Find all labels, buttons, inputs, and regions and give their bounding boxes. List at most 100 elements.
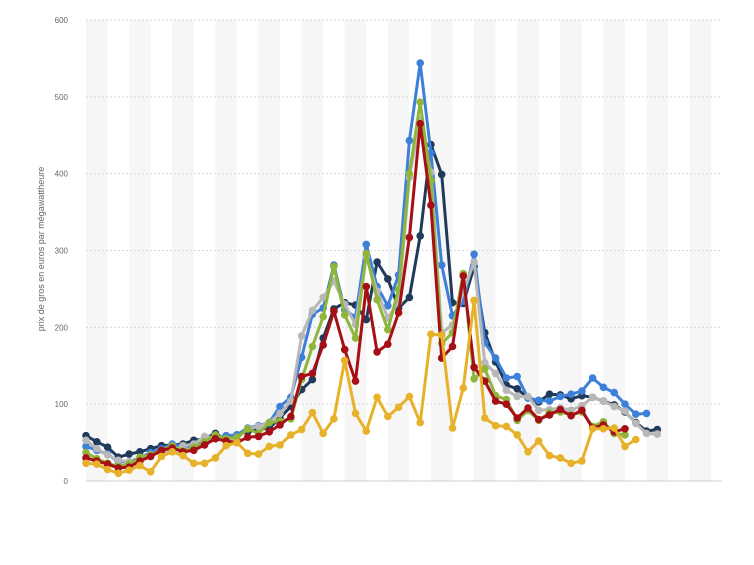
data-point[interactable] [373,295,381,304]
data-point[interactable] [621,442,629,451]
data-point[interactable] [146,468,155,476]
data-point[interactable] [416,418,425,427]
data-point[interactable] [578,387,586,395]
data-point[interactable] [308,306,317,315]
data-point[interactable] [437,331,446,339]
data-point[interactable] [265,418,274,427]
data-point[interactable] [265,442,274,451]
data-point[interactable] [179,451,187,460]
data-point[interactable] [330,415,338,423]
data-point[interactable] [362,282,371,291]
data-point[interactable] [556,392,565,401]
data-point[interactable] [103,451,112,459]
data-point[interactable] [578,406,586,415]
data-point[interactable] [556,405,565,414]
data-point[interactable] [157,452,166,461]
data-point[interactable] [146,452,155,461]
data-point[interactable] [427,149,435,157]
data-point[interactable] [405,169,414,178]
data-point[interactable] [82,459,90,468]
data-point[interactable] [308,375,317,384]
data-point[interactable] [157,446,166,455]
data-point[interactable] [534,396,543,405]
data-point[interactable] [534,406,543,415]
data-point[interactable] [491,421,500,430]
data-point[interactable] [233,438,241,447]
data-point[interactable] [459,272,468,280]
data-point[interactable] [621,400,629,409]
data-point[interactable] [405,293,414,302]
data-point[interactable] [470,363,478,372]
data-point[interactable] [534,437,543,445]
data-point[interactable] [545,390,554,399]
data-point[interactable] [351,334,360,342]
data-point[interactable] [373,393,381,402]
data-point[interactable] [556,454,565,462]
data-point[interactable] [513,414,521,422]
data-point[interactable] [567,411,575,420]
data-point[interactable] [437,170,446,179]
data-point[interactable] [136,461,144,470]
data-point[interactable] [470,296,478,305]
data-point[interactable] [621,431,629,439]
data-point[interactable] [125,466,133,475]
data-point[interactable] [588,393,597,402]
data-point[interactable] [545,397,554,405]
data-point[interactable] [599,397,608,405]
data-point[interactable] [470,375,478,383]
data-point[interactable] [114,469,123,478]
data-point[interactable] [362,240,371,249]
data-point[interactable] [491,354,500,362]
data-point[interactable] [642,429,651,438]
data-point[interactable] [481,414,489,422]
data-point[interactable] [114,464,123,472]
data-point[interactable] [233,433,241,442]
data-point[interactable] [567,459,575,468]
data-point[interactable] [200,441,209,449]
data-point[interactable] [384,275,392,283]
data-point[interactable] [470,250,478,259]
data-point[interactable] [632,410,640,419]
data-point[interactable] [621,407,629,415]
data-point[interactable] [319,293,328,302]
data-point[interactable] [599,425,608,433]
data-point[interactable] [588,425,597,433]
data-point[interactable] [470,258,478,266]
data-point[interactable] [308,342,317,351]
data-point[interactable] [610,388,618,397]
data-point[interactable] [287,412,295,421]
data-point[interactable] [427,330,435,339]
data-point[interactable] [502,422,511,431]
data-point[interactable] [394,308,403,317]
data-point[interactable] [190,446,198,455]
data-point[interactable] [621,425,629,433]
data-point[interactable] [200,432,209,441]
data-point[interactable] [243,433,252,442]
data-point[interactable] [103,465,112,474]
data-point[interactable] [297,425,306,434]
data-point[interactable] [103,443,112,452]
data-point[interactable] [513,385,521,393]
data-point[interactable] [534,415,543,424]
data-point[interactable] [513,392,521,401]
data-point[interactable] [276,421,284,429]
data-point[interactable] [513,372,521,381]
data-point[interactable] [481,365,489,373]
data-point[interactable] [502,374,511,382]
data-point[interactable] [254,432,263,441]
data-point[interactable] [276,409,284,418]
data-point[interactable] [459,384,468,392]
data-point[interactable] [653,430,662,438]
data-point[interactable] [200,459,209,468]
data-point[interactable] [610,402,618,411]
data-point[interactable] [265,428,274,436]
data-point[interactable] [405,136,414,145]
data-point[interactable] [405,233,414,242]
data-point[interactable] [308,408,317,417]
data-point[interactable] [319,312,328,321]
data-point[interactable] [287,431,295,439]
data-point[interactable] [93,460,101,468]
data-point[interactable] [319,429,328,438]
data-point[interactable] [384,302,392,310]
data-point[interactable] [394,403,403,412]
